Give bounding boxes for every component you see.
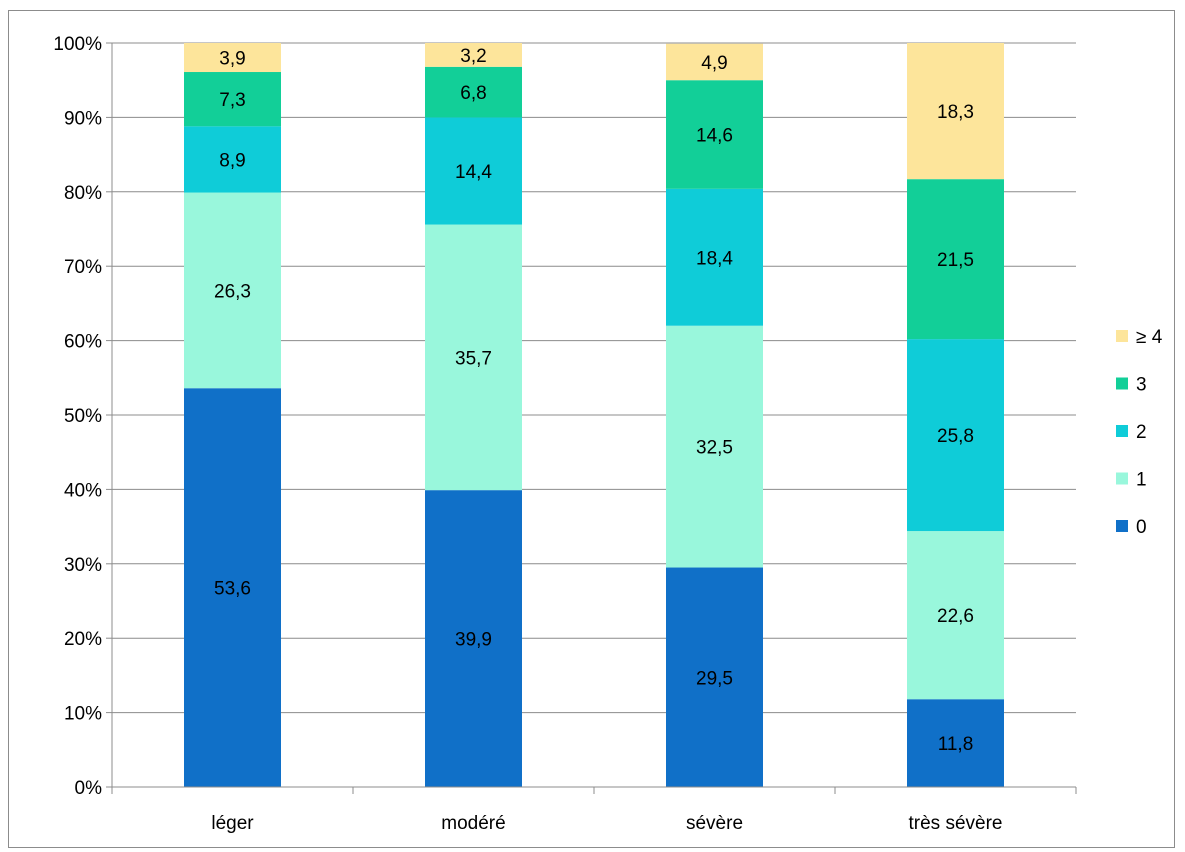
data-label: 8,9 bbox=[219, 150, 245, 171]
bar-segment bbox=[425, 490, 522, 787]
legend-label: 1 bbox=[1136, 470, 1147, 491]
bars: 53,6 26,3 8,9 7,3 3,9 39,9 35,7 14,4 6,8 3,2 29,5 3… bbox=[184, 43, 1004, 787]
bar-segment bbox=[666, 80, 763, 189]
data-label: 4,9 bbox=[701, 53, 727, 74]
data-label: 35,7 bbox=[455, 348, 492, 369]
bar-segment bbox=[425, 117, 522, 225]
y-tick-label: 0% bbox=[75, 778, 103, 799]
bar-segment bbox=[907, 531, 1004, 700]
legend-swatch bbox=[1116, 425, 1128, 437]
bar-segment bbox=[184, 72, 281, 127]
legend-label: 2 bbox=[1136, 422, 1147, 443]
bar-segment bbox=[425, 43, 522, 67]
bar-segment bbox=[425, 66, 522, 118]
data-label: 18,4 bbox=[696, 248, 733, 269]
data-label: 3,9 bbox=[219, 49, 245, 70]
bar-segment bbox=[666, 43, 763, 81]
legend-swatch bbox=[1116, 472, 1128, 485]
bar-segment bbox=[666, 325, 763, 568]
data-label: 26,3 bbox=[214, 281, 251, 302]
data-label: 18,3 bbox=[937, 102, 974, 123]
data-label: 22,6 bbox=[937, 606, 974, 627]
data-label: 53,6 bbox=[214, 579, 251, 600]
y-tick-label: 90% bbox=[64, 108, 102, 129]
data-label: 11,8 bbox=[938, 734, 974, 755]
bar-segment bbox=[425, 224, 522, 491]
bar-segment bbox=[184, 126, 281, 193]
bar-segment bbox=[907, 699, 1004, 787]
y-tick-label: 30% bbox=[64, 555, 102, 576]
bar-segment bbox=[907, 179, 1004, 340]
y-tick-label: 40% bbox=[64, 480, 102, 501]
legend-label: 0 bbox=[1136, 517, 1147, 538]
x-tick-label: sévère bbox=[686, 813, 743, 834]
x-tick-label: modéré bbox=[441, 813, 505, 834]
data-label: 29,5 bbox=[696, 668, 733, 689]
data-label: 14,6 bbox=[696, 126, 733, 147]
legend: ≥ 4 3 2 1 0 bbox=[1116, 327, 1163, 538]
y-tick-label: 60% bbox=[64, 332, 102, 353]
bar-segment bbox=[184, 192, 281, 389]
legend-swatch bbox=[1116, 520, 1128, 532]
x-tick-label: très sévère bbox=[909, 813, 1003, 834]
y-tick-label: 50% bbox=[64, 406, 102, 427]
data-label: 32,5 bbox=[696, 438, 733, 459]
bar-segment bbox=[907, 339, 1004, 532]
data-label: 6,8 bbox=[460, 83, 486, 104]
data-label: 39,9 bbox=[455, 630, 492, 651]
y-tick-label: 100% bbox=[53, 34, 102, 55]
y-tick-label: 10% bbox=[64, 704, 102, 725]
legend-label: ≥ 4 bbox=[1136, 327, 1163, 348]
y-tick-label: 70% bbox=[64, 257, 102, 278]
legend-swatch bbox=[1116, 330, 1128, 342]
bar-segment bbox=[666, 567, 763, 787]
data-label: 25,8 bbox=[937, 426, 974, 447]
data-label: 14,4 bbox=[455, 162, 492, 183]
x-tick-label: léger bbox=[211, 813, 254, 834]
data-label: 7,3 bbox=[219, 90, 245, 111]
axes: 0% 10% 20% 30% 40% 50% 60% 70% 80% 90% 100% léger mo… bbox=[53, 34, 1077, 834]
legend-label: 3 bbox=[1136, 375, 1147, 396]
data-label: 21,5 bbox=[937, 250, 974, 271]
y-tick-label: 80% bbox=[64, 183, 102, 204]
bar-segment bbox=[666, 188, 763, 326]
y-tick-label: 20% bbox=[64, 629, 102, 650]
legend-swatch bbox=[1116, 377, 1128, 390]
bar-segment bbox=[184, 43, 281, 73]
bar-segment bbox=[184, 388, 281, 787]
data-label: 3,2 bbox=[460, 46, 486, 67]
bar-segment bbox=[907, 43, 1004, 180]
